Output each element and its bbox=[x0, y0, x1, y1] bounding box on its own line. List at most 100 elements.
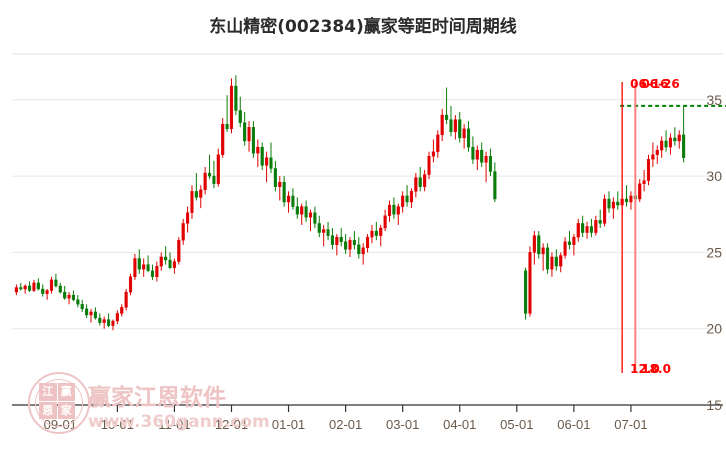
candle bbox=[466, 121, 471, 152]
candle bbox=[54, 273, 58, 288]
candle-body bbox=[629, 195, 633, 203]
candle bbox=[423, 169, 427, 192]
candle bbox=[150, 264, 155, 280]
candle-body bbox=[524, 270, 528, 314]
candle bbox=[387, 200, 392, 222]
candle bbox=[405, 185, 409, 207]
candle-body bbox=[49, 279, 54, 291]
candle-body bbox=[414, 177, 418, 192]
candle bbox=[203, 166, 207, 195]
candle bbox=[589, 218, 593, 238]
candle-body bbox=[594, 220, 598, 233]
candle bbox=[120, 304, 124, 317]
candle-body bbox=[660, 140, 664, 151]
x-axis-label: 04-01 bbox=[443, 417, 476, 432]
candle bbox=[471, 136, 475, 164]
page-title: 东山精密(002384)赢家等距时间周期线 bbox=[209, 17, 517, 37]
candle-body bbox=[150, 270, 155, 278]
candle-body bbox=[462, 128, 466, 139]
candle-body bbox=[115, 313, 119, 322]
candle-body bbox=[550, 256, 554, 270]
candle-body bbox=[291, 195, 295, 207]
candle-body bbox=[559, 255, 563, 267]
candle-body bbox=[581, 223, 585, 233]
candle-body bbox=[186, 212, 190, 224]
candle bbox=[269, 142, 273, 174]
candle-body bbox=[177, 239, 181, 262]
candle bbox=[322, 224, 326, 247]
seal-char: 家 bbox=[57, 401, 75, 419]
candle bbox=[32, 279, 36, 293]
y-axis-label: 25 bbox=[706, 244, 722, 260]
candle bbox=[58, 282, 62, 294]
x-axis-label: 01-01 bbox=[272, 417, 305, 432]
candle-body bbox=[344, 241, 348, 250]
candle-body bbox=[348, 239, 352, 250]
candle-body bbox=[668, 137, 673, 148]
candle bbox=[611, 197, 615, 219]
candle-body bbox=[142, 264, 146, 270]
candle-body bbox=[471, 146, 475, 160]
seal-char: 赢 bbox=[57, 383, 75, 401]
candle-body bbox=[326, 229, 330, 236]
candle-body bbox=[63, 291, 67, 299]
candle bbox=[352, 231, 356, 250]
candle bbox=[221, 118, 225, 158]
candle bbox=[243, 111, 247, 146]
candle bbox=[629, 191, 633, 210]
candle-body bbox=[308, 212, 313, 218]
candle-body bbox=[23, 285, 27, 290]
candle bbox=[216, 148, 220, 187]
x-axis-label: 05-01 bbox=[500, 417, 533, 432]
candle-body bbox=[655, 149, 659, 155]
candle-body bbox=[554, 256, 558, 267]
candle-body bbox=[181, 223, 185, 241]
cycle-date-label-b: 06-26 bbox=[641, 77, 679, 91]
candle bbox=[532, 231, 536, 265]
candle-body bbox=[335, 236, 339, 245]
candle bbox=[49, 276, 54, 294]
candle-body bbox=[677, 134, 681, 142]
candle-body bbox=[256, 146, 260, 154]
candle-body bbox=[405, 195, 409, 203]
candle bbox=[475, 145, 479, 170]
candle-body bbox=[537, 235, 541, 255]
candle bbox=[414, 173, 418, 198]
x-axis-label: 12-01 bbox=[215, 417, 248, 432]
candle-body bbox=[282, 181, 286, 203]
x-axis-label: 07-01 bbox=[614, 417, 647, 432]
candle-body bbox=[572, 236, 576, 245]
candle bbox=[194, 173, 198, 201]
candle-body bbox=[93, 311, 97, 319]
candle-body bbox=[453, 119, 457, 133]
candle bbox=[41, 284, 45, 297]
candle-body bbox=[493, 171, 497, 200]
candle-body bbox=[611, 201, 615, 209]
candle bbox=[133, 253, 137, 280]
candle bbox=[361, 243, 365, 265]
candle bbox=[554, 249, 558, 271]
candle bbox=[260, 142, 264, 170]
candle bbox=[603, 194, 607, 227]
candle bbox=[137, 249, 141, 274]
candle bbox=[682, 105, 686, 163]
candle-body bbox=[431, 151, 435, 157]
candle bbox=[124, 289, 128, 311]
candle bbox=[23, 284, 27, 294]
candle bbox=[660, 136, 664, 158]
candle-body bbox=[374, 230, 378, 236]
candle bbox=[383, 209, 387, 232]
candle bbox=[326, 221, 330, 241]
candle-body bbox=[357, 244, 361, 255]
candle bbox=[335, 234, 339, 256]
candle-body bbox=[466, 128, 471, 148]
candle bbox=[177, 237, 181, 265]
candle-body bbox=[238, 110, 242, 123]
candle-body bbox=[488, 156, 493, 172]
candle bbox=[370, 224, 374, 244]
candle-body bbox=[265, 157, 269, 166]
candle bbox=[453, 115, 457, 140]
candle-body bbox=[480, 149, 484, 163]
candle-body bbox=[58, 285, 62, 293]
